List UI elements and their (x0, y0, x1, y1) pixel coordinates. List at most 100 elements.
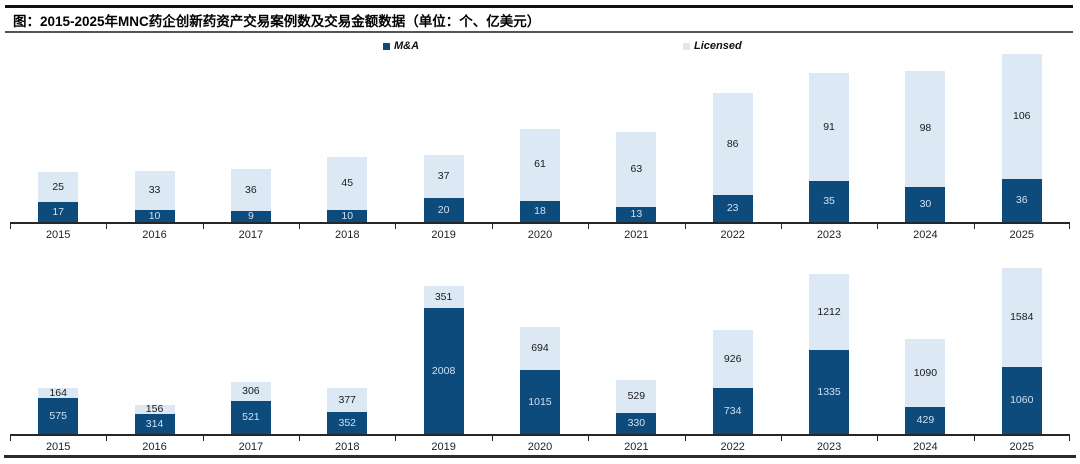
bar-column: 351 2008 (395, 270, 491, 434)
axis-tick (973, 224, 975, 229)
year-label: 2017 (238, 441, 264, 453)
licensed-value-label: 306 (242, 385, 260, 398)
bar-column: 529 330 (588, 270, 684, 434)
bar-column: 33 10 (106, 56, 202, 222)
title-divider (5, 31, 1073, 33)
licensed-bar-segment: 86 (712, 93, 753, 195)
licensed-bar-segment: 377 (327, 388, 368, 412)
ma-value-label: 18 (534, 205, 546, 218)
licensed-bar-segment: 1584 (1001, 268, 1042, 368)
ma-bar-segment: 521 (230, 401, 271, 434)
stacked-bar-2023: 1212 1335 (809, 274, 850, 434)
licensed-value-label: 1090 (913, 366, 938, 379)
year-label: 2019 (431, 229, 456, 241)
ma-value-label: 35 (823, 195, 835, 208)
ma-bar-segment: 36 (1001, 179, 1042, 222)
ma-value-label: 1060 (1010, 394, 1034, 407)
licensed-bar-segment: 1212 (809, 274, 850, 351)
licensed-value-label: 86 (726, 137, 739, 150)
ma-bar-segment: 330 (616, 413, 657, 434)
ma-value-label: 20 (437, 203, 450, 216)
stacked-bar-2019: 37 20 (423, 154, 464, 222)
axis-tick (491, 224, 493, 229)
licensed-value-label: 98 (919, 122, 932, 135)
axis-tick (10, 224, 11, 229)
licensed-value-label: 106 (1013, 110, 1031, 123)
stacked-bar-2023: 91 35 (809, 72, 850, 222)
licensed-value-label: 63 (630, 163, 643, 176)
ma-value-label: 2008 (431, 364, 456, 377)
axis-tick (395, 436, 397, 441)
ma-value-label: 575 (49, 409, 67, 422)
licensed-value-label: 37 (437, 170, 450, 183)
licensed-bar-segment: 33 (134, 171, 175, 211)
bar-column: 164 575 (10, 270, 106, 434)
licensed-swatch-icon (683, 42, 690, 50)
licensed-bar-segment: 36 (230, 168, 271, 212)
axis-tick (684, 436, 686, 441)
bar-column: 86 23 (685, 56, 781, 222)
deal-count-x-axis: 2015 2016 2017 2018 2019 2020 2021 2022 2023 2024… (10, 229, 1070, 241)
ma-value-label: 521 (242, 411, 260, 424)
bar-column: 36 9 (203, 56, 299, 222)
year-label: 2021 (624, 229, 649, 241)
year-label: 2025 (1009, 441, 1035, 453)
year-label: 2017 (238, 229, 264, 241)
year-label: 2024 (913, 441, 938, 453)
stacked-bar-2024: 98 30 (905, 70, 946, 222)
licensed-value-label: 61 (534, 158, 546, 171)
licensed-bar-segment: 106 (1001, 54, 1042, 180)
bar-column: 306 521 (203, 270, 299, 434)
stacked-bar-2021: 529 330 (616, 380, 657, 434)
top-divider (5, 5, 1073, 8)
deal-value-chart: 164 575 156 314 306 521 377 352 351 2008 694 1015 52… (10, 268, 1070, 453)
stacked-bar-2015: 25 17 (38, 172, 79, 222)
axis-tick (202, 436, 204, 441)
axis-tick (1069, 224, 1070, 229)
axis-tick (491, 436, 493, 441)
licensed-bar-segment: 91 (809, 72, 850, 181)
bar-column: 91 35 (781, 56, 877, 222)
ma-bar-segment: 10 (134, 209, 175, 222)
axis-tick (106, 436, 108, 441)
licensed-bar-segment: 1090 (905, 338, 946, 408)
stacked-bar-2024: 1090 429 (905, 338, 946, 434)
licensed-value-label: 25 (52, 180, 65, 193)
year-label: 2015 (45, 229, 71, 241)
deal-value-x-axis: 2015 2016 2017 2018 2019 2020 2021 2022 2023 2024… (10, 441, 1070, 453)
ma-bar-segment: 17 (38, 201, 79, 222)
licensed-value-label: 377 (338, 393, 357, 406)
year-label: 2022 (720, 229, 745, 241)
licensed-value-label: 1212 (817, 305, 841, 318)
axis-tick (1069, 436, 1070, 441)
stacked-bar-2018: 377 352 (327, 388, 368, 434)
year-label: 2018 (335, 229, 360, 241)
licensed-bar-segment: 63 (616, 132, 657, 207)
axis-tick (299, 436, 301, 441)
year-label: 2015 (45, 441, 71, 453)
stacked-bar-2017: 36 9 (230, 168, 271, 223)
year-label: 2023 (816, 229, 842, 241)
stacked-bar-2018: 45 10 (327, 156, 368, 222)
axis-tick (877, 224, 879, 229)
ma-bar-segment: 35 (809, 180, 850, 222)
ma-bar-segment: 20 (423, 198, 464, 222)
axis-tick (299, 224, 301, 229)
ma-value-label: 330 (627, 417, 646, 430)
bar-column: 1212 1335 (781, 270, 877, 434)
bar-column: 98 30 (877, 56, 973, 222)
ma-bar-segment: 352 (327, 411, 368, 434)
axis-tick (973, 436, 975, 441)
licensed-value-label: 694 (531, 342, 549, 355)
year-label: 2021 (624, 441, 649, 453)
ma-value-label: 9 (247, 210, 254, 223)
licensed-bar-segment: 25 (38, 172, 79, 202)
ma-value-label: 10 (148, 209, 161, 222)
bar-column: 25 17 (10, 56, 106, 222)
bar-column: 694 1015 (492, 270, 588, 434)
bar-column: 1090 429 (877, 270, 973, 434)
axis-tick (395, 224, 397, 229)
licensed-bar-segment: 156 (134, 404, 175, 415)
figure-title: 图：2015-2025年MNC药企创新药资产交易案例数及交易金额数据（单位：个、… (13, 14, 541, 29)
ma-bar-segment: 9 (230, 210, 271, 223)
